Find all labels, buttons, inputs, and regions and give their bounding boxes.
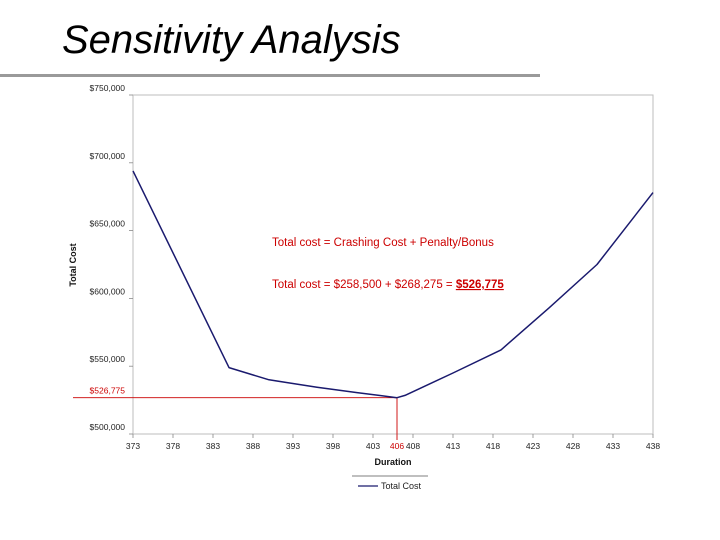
x-tick-label: 423 [526, 441, 540, 451]
reference-x-label: 406 [390, 441, 404, 451]
x-tick-label: 413 [446, 441, 460, 451]
annotation-calculation: Total cost = $258,500 + $268,275 = $526,… [272, 279, 504, 291]
annotation-calculation-text: Total cost = $258,500 + $268,275 = [272, 279, 456, 291]
y-tick-label: $500,000 [90, 422, 126, 432]
y-tick-label: $600,000 [90, 286, 126, 296]
reference-x-label-bg [388, 440, 406, 451]
x-tick-label: 438 [646, 441, 660, 451]
title-divider [0, 74, 540, 77]
y-axis: $500,000 $550,000 $600,000 $650,000 $700,000… [90, 83, 133, 435]
x-tick-label: 378 [166, 441, 180, 451]
x-tick-label: 398 [326, 441, 340, 451]
y-tick-label: $650,000 [90, 219, 126, 229]
series-layer [132, 170, 654, 399]
annotation-total-value: $526,775 [456, 279, 505, 291]
y-tick-label: $750,000 [90, 83, 126, 93]
x-tick-label: 393 [286, 441, 300, 451]
x-tick-label: 373 [126, 441, 140, 451]
x-tick-label: 403 [366, 441, 380, 451]
slide-title: Sensitivity Analysis [62, 18, 401, 62]
annotation-formula: Total cost = Crashing Cost + Penalty/Bon… [272, 237, 494, 249]
reference-y-label: $526,775 [90, 386, 126, 396]
x-tick-label: 408 [406, 441, 420, 451]
x-axis: 373 378 383 388 393 398 403 408 413 418 423 428 433 4… [126, 434, 660, 451]
reference-lines: $526,775 406 [73, 386, 406, 451]
x-tick-label: 428 [566, 441, 580, 451]
y-tick-label: $700,000 [90, 151, 126, 161]
x-tick-label: 383 [206, 441, 220, 451]
legend-label: Total Cost [381, 481, 422, 491]
plot-area [132, 94, 654, 435]
x-tick-label: 433 [606, 441, 620, 451]
x-tick-label: 418 [486, 441, 500, 451]
y-axis-title: Total Cost [68, 243, 78, 286]
x-axis-title: Duration [375, 457, 412, 467]
x-tick-label: 388 [246, 441, 260, 451]
y-tick-label: $550,000 [90, 354, 126, 364]
series-line-total-cost [132, 170, 654, 399]
